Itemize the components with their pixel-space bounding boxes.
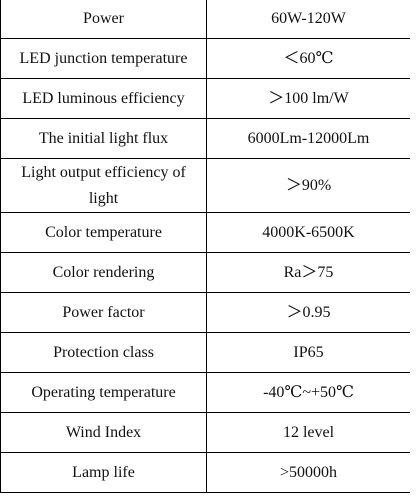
spec-label: Protection class: [0, 332, 207, 373]
table-row: Lamp life >50000h: [0, 452, 411, 493]
spec-label: Power factor: [0, 292, 207, 333]
page-margin: [410, 0, 419, 497]
spec-label: Wind Index: [0, 412, 207, 453]
table-row: Light output efficiency of light ＞90%: [0, 158, 411, 213]
spec-value: -40℃~+50℃: [206, 372, 411, 413]
spec-label: LED junction temperature: [0, 38, 207, 79]
spec-value: ＞100 lm/W: [206, 78, 411, 119]
table-row: LED junction temperature ＜60℃: [0, 38, 411, 79]
spec-value: 4000K-6500K: [206, 212, 411, 253]
table-row: Color temperature 4000K-6500K: [0, 212, 411, 253]
spec-value: 12 level: [206, 412, 411, 453]
table-row: The initial light flux 6000Lm-12000Lm: [0, 118, 411, 159]
spec-label: Light output efficiency of light: [0, 158, 207, 213]
spec-table: Power 60W-120W LED junction temperature …: [0, 0, 411, 493]
table-row: Color rendering Ra＞75: [0, 252, 411, 293]
table-row: Power 60W-120W: [0, 0, 411, 39]
table-row: Operating temperature -40℃~+50℃: [0, 372, 411, 413]
spec-value: ＜60℃: [206, 38, 411, 79]
spec-label: The initial light flux: [0, 118, 207, 159]
spec-label: LED luminous efficiency: [0, 78, 207, 119]
spec-value: ＞0.95: [206, 292, 411, 333]
table-row: Protection class IP65: [0, 332, 411, 373]
spec-label: Lamp life: [0, 452, 207, 493]
spec-value: IP65: [206, 332, 411, 373]
table-row: Power factor ＞0.95: [0, 292, 411, 333]
spec-value: ＞90%: [206, 158, 411, 213]
spec-label: Color rendering: [0, 252, 207, 293]
spec-value: 60W-120W: [206, 0, 411, 39]
spec-value: 6000Lm-12000Lm: [206, 118, 411, 159]
table-row: Wind Index 12 level: [0, 412, 411, 453]
spec-value: >50000h: [206, 452, 411, 493]
spec-value: Ra＞75: [206, 252, 411, 293]
spec-label: Operating temperature: [0, 372, 207, 413]
spec-label: Color temperature: [0, 212, 207, 253]
table-row: LED luminous efficiency ＞100 lm/W: [0, 78, 411, 119]
spec-label: Power: [0, 0, 207, 39]
